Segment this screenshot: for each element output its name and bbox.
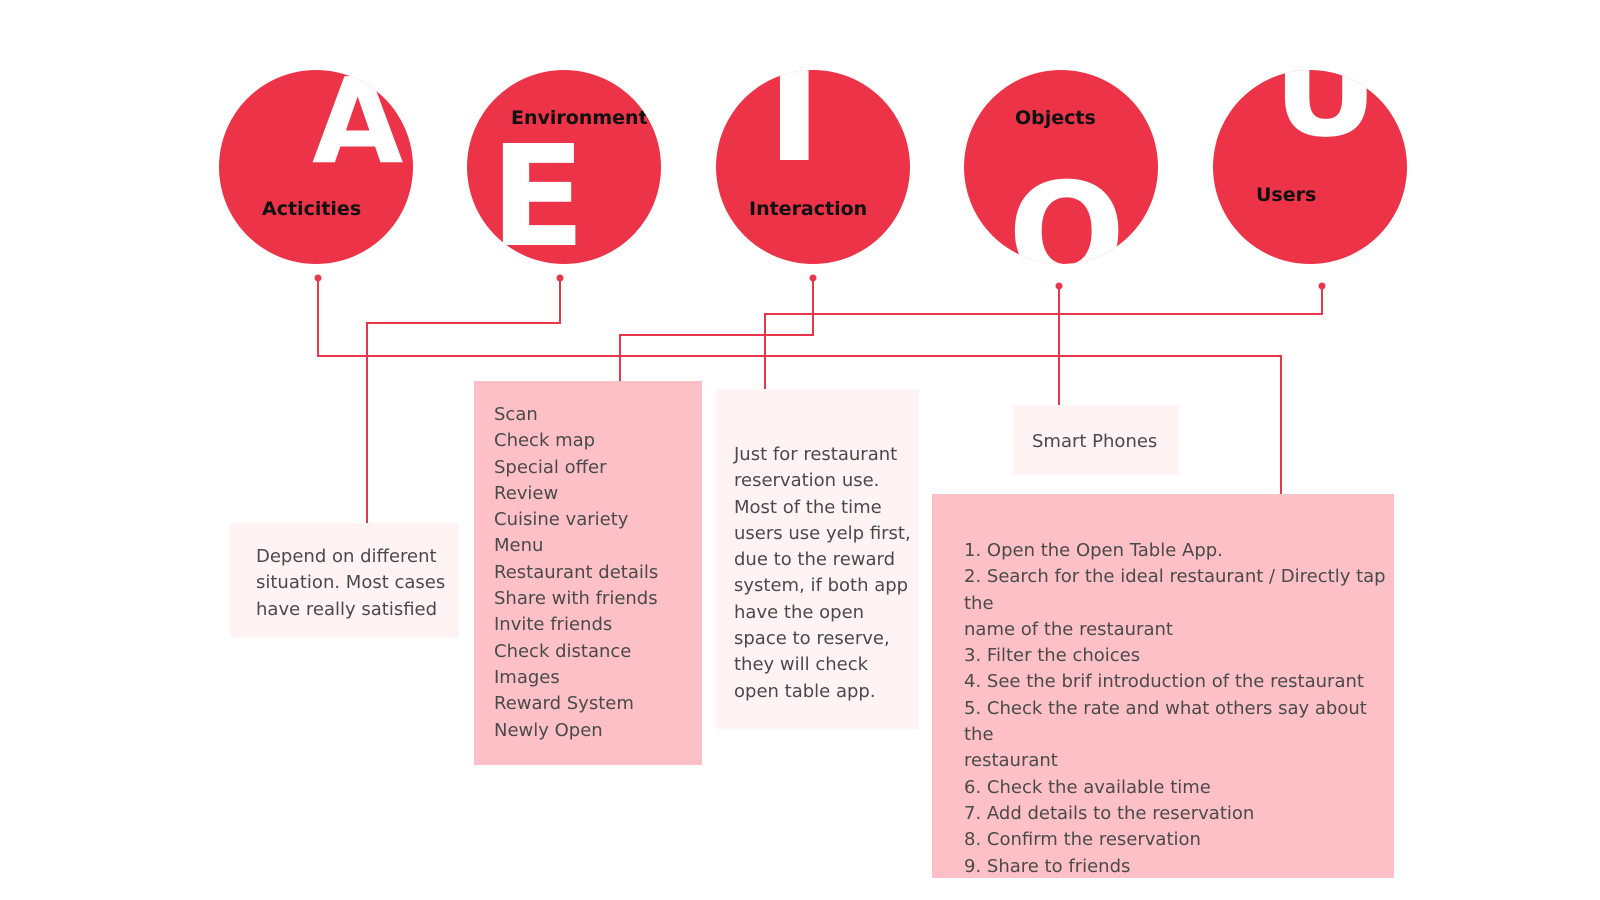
list-item: Check distance (494, 640, 632, 662)
box-users: 1. Open the Open Table App. 2. Search fo… (932, 494, 1394, 878)
activities-line: Depend on different (256, 546, 437, 567)
users-step: 9. Share to friends (964, 855, 1131, 877)
list-item: Special offer (494, 456, 607, 478)
users-step: 8. Confirm the reservation (964, 829, 1201, 851)
interaction-line: due to the reward (734, 549, 896, 571)
label-environment: Environment (511, 107, 648, 129)
interaction-line: reservation use. (734, 470, 880, 492)
circle-environment: E Environment (467, 70, 661, 264)
list-item: Scan (494, 404, 538, 425)
box-interaction: Just for restaurant reservation use. Mos… (716, 389, 919, 729)
list-item: Review (494, 482, 559, 504)
list-item: Invite friends (494, 614, 613, 636)
interaction-line: open table app. (734, 680, 876, 702)
interaction-line: have the open (734, 601, 865, 623)
circle-activities: A Acticities (219, 70, 413, 264)
interaction-line: users use yelp first, (734, 522, 911, 544)
users-step: restaurant (964, 750, 1058, 772)
box-activities: Depend on different situation. Most case… (230, 523, 459, 638)
letter-i: I (766, 70, 823, 196)
environment-list: Scan Check map Special offer Review Cuis… (494, 402, 702, 744)
list-item: Images (494, 666, 560, 688)
users-step: 1. Open the Open Table App. (964, 540, 1223, 561)
users-step: name of the restaurant (964, 618, 1173, 640)
list-item: Restaurant details (494, 561, 659, 583)
box-environment: Scan Check map Special offer Review Cuis… (474, 381, 702, 765)
users-step: 6. Check the available time (964, 776, 1211, 798)
connector-dot (1055, 282, 1063, 290)
label-users: Users (1256, 184, 1317, 206)
circle-users: U Users (1213, 70, 1407, 264)
users-step: 5. Check the rate and what others say ab… (964, 697, 1367, 746)
interaction-line: space to reserve, (734, 628, 890, 650)
letter-e: E (490, 116, 586, 265)
label-objects: Objects (1015, 107, 1096, 129)
objects-text: Smart Phones (1032, 431, 1158, 452)
users-step: 3. Filter the choices (964, 645, 1141, 667)
connector-dot (1318, 282, 1326, 290)
letter-u: U (1273, 70, 1379, 166)
list-item: Check map (494, 430, 596, 452)
activities-line: have really satisfied (256, 598, 438, 620)
connector-dot (809, 274, 817, 282)
list-item: Newly Open (494, 719, 603, 741)
circle-objects: O Objects (964, 70, 1158, 264)
list-item: Share with friends (494, 588, 658, 610)
label-interaction: Interaction (749, 198, 868, 220)
circle-interaction: I Interaction (716, 70, 910, 264)
activities-line: situation. Most cases (256, 572, 446, 594)
interaction-line: Just for restaurant (734, 444, 898, 465)
interaction-line: they will check (734, 654, 869, 676)
connector-dot (314, 274, 322, 282)
letter-a: A (312, 70, 404, 190)
list-item: Reward System (494, 693, 634, 715)
label-activities: Acticities (262, 198, 362, 220)
box-objects: Smart Phones (1013, 405, 1179, 475)
list-item: Cuisine variety (494, 509, 629, 531)
interaction-line: Most of the time (734, 496, 882, 518)
users-step: 4. See the brif introduction of the rest… (964, 671, 1364, 693)
interaction-line: system, if both app (734, 575, 909, 597)
users-step: 7. Add details to the reservation (964, 802, 1255, 824)
letter-o: O (1008, 153, 1126, 265)
users-step: 2. Search for the ideal restaurant / Dir… (964, 566, 1386, 614)
list-item: Menu (494, 535, 544, 557)
connector-dot (556, 274, 564, 282)
